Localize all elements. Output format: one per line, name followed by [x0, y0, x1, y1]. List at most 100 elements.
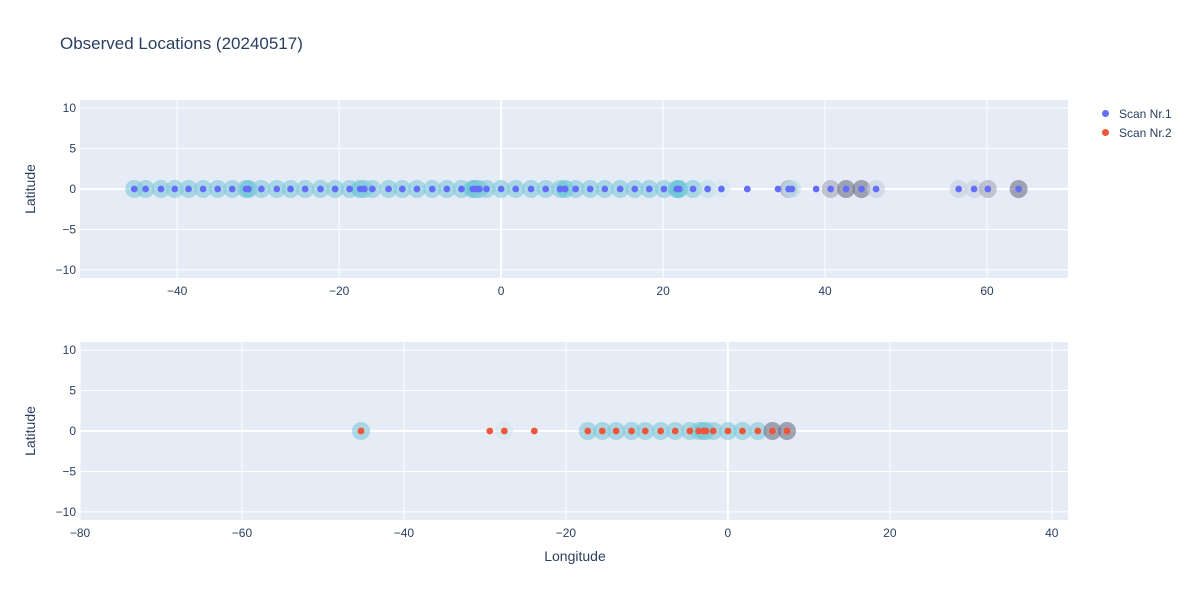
x-tick-label: −40	[167, 284, 188, 298]
data-point[interactable]	[783, 427, 791, 435]
data-point[interactable]	[157, 185, 165, 193]
x-tick-label: 60	[980, 284, 994, 298]
data-point[interactable]	[317, 185, 324, 193]
y-tick-label: 0	[69, 182, 76, 196]
data-point[interactable]	[458, 185, 465, 193]
data-point[interactable]	[754, 427, 762, 435]
data-point[interactable]	[357, 427, 365, 435]
data-point[interactable]	[724, 427, 732, 435]
data-point[interactable]	[360, 185, 368, 193]
data-point[interactable]	[142, 185, 149, 193]
data-point[interactable]	[984, 185, 992, 193]
data-point[interactable]	[641, 427, 649, 435]
data-point[interactable]	[858, 185, 865, 193]
y-tick-label: −5	[62, 222, 76, 236]
data-point[interactable]	[346, 185, 354, 193]
data-point[interactable]	[527, 185, 535, 193]
data-point[interactable]	[512, 185, 520, 193]
data-point[interactable]	[273, 185, 281, 193]
data-point[interactable]	[686, 427, 694, 435]
data-point[interactable]	[185, 185, 192, 193]
data-point[interactable]	[657, 427, 665, 435]
data-point[interactable]	[500, 427, 508, 435]
data-point[interactable]	[287, 185, 294, 193]
y-tick-label: 5	[69, 142, 76, 156]
chart-title: Observed Locations (20240517)	[60, 34, 303, 53]
x-tick-label: −40	[394, 526, 415, 540]
data-point[interactable]	[616, 185, 624, 193]
x-tick-label: 0	[498, 284, 505, 298]
data-point[interactable]	[475, 185, 483, 193]
data-point[interactable]	[788, 185, 796, 193]
data-point[interactable]	[443, 185, 451, 193]
data-point[interactable]	[717, 185, 725, 193]
y-tick-label: −10	[56, 505, 77, 519]
legend-label: Scan Nr.1	[1119, 107, 1172, 121]
legend-item-scan-2[interactable]: Scan Nr.2	[1098, 125, 1172, 144]
data-point[interactable]	[645, 185, 653, 193]
x-tick-label: 0	[725, 526, 732, 540]
data-point[interactable]	[631, 185, 639, 193]
data-point[interactable]	[598, 427, 606, 435]
data-point[interactable]	[695, 427, 703, 435]
data-point[interactable]	[368, 185, 376, 193]
data-point[interactable]	[704, 185, 712, 193]
data-point[interactable]	[743, 185, 751, 193]
data-point[interactable]	[827, 185, 835, 193]
data-point[interactable]	[413, 185, 421, 193]
data-point[interactable]	[561, 185, 569, 193]
data-point[interactable]	[385, 185, 392, 193]
data-point[interactable]	[970, 185, 978, 193]
data-point[interactable]	[671, 427, 679, 435]
data-point[interactable]	[228, 185, 236, 193]
data-point[interactable]	[774, 185, 782, 193]
data-point[interactable]	[301, 185, 309, 193]
data-point[interactable]	[258, 185, 265, 193]
data-point[interactable]	[483, 185, 490, 193]
data-point[interactable]	[199, 185, 207, 193]
data-point[interactable]	[497, 185, 505, 193]
data-point[interactable]	[331, 185, 339, 193]
y-tick-label: 5	[69, 384, 76, 398]
data-point[interactable]	[556, 185, 564, 193]
data-point[interactable]	[955, 185, 963, 193]
data-point[interactable]	[428, 185, 436, 193]
data-point[interactable]	[542, 185, 550, 193]
data-point[interactable]	[530, 427, 538, 435]
y-tick-label: −5	[62, 464, 76, 478]
x-tick-label: −20	[329, 284, 350, 298]
data-point[interactable]	[660, 185, 668, 193]
data-point[interactable]	[572, 185, 580, 193]
legend-item-scan-1[interactable]: Scan Nr.1	[1098, 106, 1172, 125]
data-point[interactable]	[601, 185, 609, 193]
data-point[interactable]	[769, 427, 776, 435]
y-tick-label: 0	[69, 424, 76, 438]
x-tick-label: 40	[1045, 526, 1059, 540]
x-axis-title: Longitude	[544, 548, 606, 564]
data-point[interactable]	[486, 427, 494, 435]
data-point[interactable]	[675, 185, 683, 193]
data-point[interactable]	[245, 185, 252, 193]
y-axis-title: Latitude	[22, 164, 38, 214]
data-point[interactable]	[171, 185, 179, 193]
data-point[interactable]	[214, 185, 222, 193]
data-point[interactable]	[739, 427, 746, 435]
data-point[interactable]	[702, 427, 710, 435]
data-point[interactable]	[842, 185, 850, 193]
data-point[interactable]	[628, 427, 635, 435]
data-point[interactable]	[586, 185, 594, 193]
data-point[interactable]	[612, 427, 620, 435]
data-point[interactable]	[584, 427, 592, 435]
series-scan-nr-2	[352, 422, 796, 440]
data-point[interactable]	[398, 185, 406, 193]
data-point[interactable]	[130, 185, 138, 193]
data-point[interactable]	[872, 185, 880, 193]
legend[interactable]: Scan Nr.1 Scan Nr.2	[1098, 106, 1172, 144]
x-tick-label: −60	[232, 526, 253, 540]
data-point[interactable]	[1015, 185, 1022, 193]
data-point[interactable]	[812, 185, 820, 193]
data-point[interactable]	[709, 427, 717, 435]
data-point[interactable]	[689, 185, 697, 193]
